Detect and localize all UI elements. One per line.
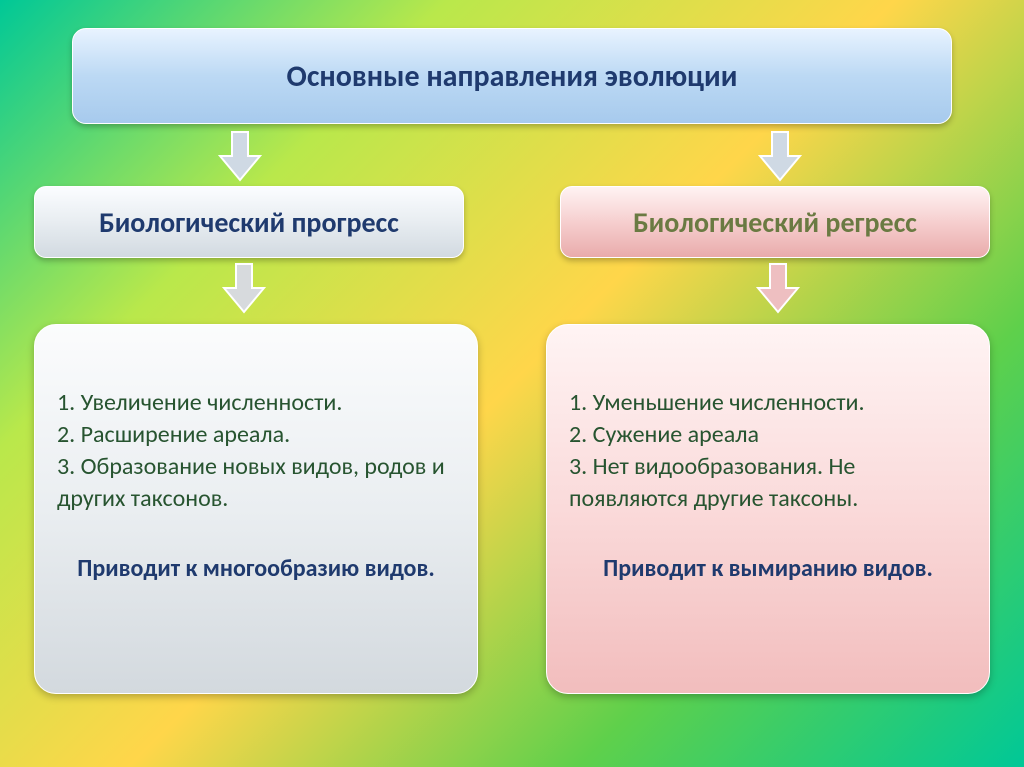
arrow-down-icon: [758, 130, 802, 182]
detail-result: Приводит к вымиранию видов.: [569, 553, 967, 584]
branch-box-progress: Биологический прогресс: [34, 186, 464, 258]
title-box: Основные направления эволюции: [72, 28, 952, 124]
list-item: 3. Образование новых видов, родов и друг…: [57, 451, 455, 513]
detail-box-regress: 1. Уменьшение численности. 2. Сужение ар…: [546, 324, 990, 694]
list-item: 1. Увеличение численности.: [57, 387, 455, 418]
detail-box-progress: 1. Увеличение численности. 2. Расширение…: [34, 324, 478, 694]
arrow-down-icon: [218, 130, 262, 182]
list-item: 3. Нет видообразования. Не появляются др…: [569, 451, 967, 513]
list-item: 2. Сужение ареала: [569, 419, 967, 450]
list-item: 2. Расширение ареала.: [57, 419, 455, 450]
list-item: 1. Уменьшение численности.: [569, 387, 967, 418]
detail-row: 1. Увеличение численности. 2. Расширение…: [34, 324, 990, 694]
detail-result: Приводит к многообразию видов.: [57, 553, 455, 584]
branch-row: Биологический прогресс Биологический рег…: [34, 186, 990, 258]
branch-box-regress: Биологический регресс: [560, 186, 990, 258]
title-text: Основные направления эволюции: [287, 58, 738, 95]
detail-items: 1. Увеличение численности. 2. Расширение…: [57, 387, 455, 515]
branch-label: Биологический регресс: [633, 205, 917, 240]
arrow-down-icon: [756, 262, 800, 314]
detail-items: 1. Уменьшение численности. 2. Сужение ар…: [569, 387, 967, 515]
arrow-down-icon: [222, 262, 266, 314]
slide-canvas: Основные направления эволюции Биологичес…: [0, 0, 1024, 767]
branch-label: Биологический прогресс: [99, 205, 399, 240]
